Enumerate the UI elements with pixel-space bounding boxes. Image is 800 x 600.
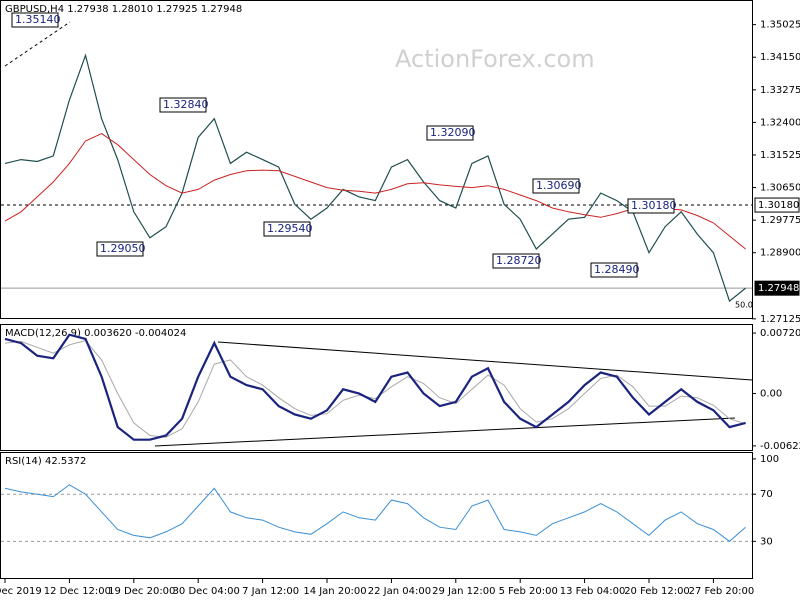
price-line-label: 1.30180	[758, 200, 799, 211]
y-tick-label: 30	[760, 536, 773, 547]
y-tick-label: 1.27125	[760, 314, 800, 325]
x-tick-label: 7 Jan 12:00	[242, 586, 299, 597]
annotation: 1.28490	[594, 263, 640, 276]
y-tick-label: 1.35025	[760, 20, 800, 31]
annotation-box	[627, 198, 675, 214]
x-tick-label: 13 Feb 04:00	[560, 586, 626, 597]
y-tick-label: 1.33275	[760, 85, 800, 96]
macd-panel	[0, 324, 753, 451]
rsi-line	[4, 484, 746, 542]
trend-line	[4, 21, 71, 67]
price-line-box	[754, 197, 800, 213]
moving-average	[4, 133, 746, 250]
x-tick-label: 5 Feb 20:00	[499, 586, 558, 597]
macd-trend-line	[217, 341, 753, 381]
y-tick-label: 1.34150	[760, 52, 800, 63]
y-tick-label: 1.32400	[760, 117, 800, 128]
y-tick-label: 70	[760, 489, 773, 500]
annotation-box	[263, 221, 311, 237]
y-tick-label: 0.007201	[760, 328, 800, 339]
price-line-label: 1.27948	[758, 283, 799, 294]
annotation: 1.35140	[15, 13, 61, 26]
annotation-box	[426, 125, 474, 141]
y-tick-label: 1.30650	[760, 183, 800, 194]
x-tick-label: 29 Jan 12:00	[432, 586, 495, 597]
x-tick-label: 5 Dec 2019	[0, 586, 42, 597]
x-tick-label: 19 Dec 20:00	[108, 586, 175, 597]
annotation-box	[159, 97, 207, 113]
annotation: 1.28720	[496, 254, 542, 267]
y-tick-label: 100	[760, 454, 779, 465]
x-tick-label: 22 Jan 04:00	[368, 586, 431, 597]
x-tick-label: 27 Feb 20:00	[689, 586, 755, 597]
annotation: 1.30690	[536, 179, 582, 192]
price-panel	[0, 0, 753, 319]
y-tick-label: 1.29775	[760, 215, 800, 226]
x-tick-label: 14 Jan 20:00	[303, 586, 366, 597]
annotation: 50.0	[735, 301, 753, 310]
annotation-box	[590, 262, 638, 278]
x-tick-label: 12 Dec 12:00	[44, 586, 111, 597]
annotation: 1.32840	[163, 98, 209, 111]
chart-title: GBPUSD,H4 1.27938 1.28010 1.27925 1.2794…	[5, 4, 242, 15]
macd-signal	[4, 340, 746, 438]
y-tick-label: 1.31525	[760, 150, 800, 161]
annotation-box	[11, 12, 59, 28]
rsi-label: RSI(14) 42.5372	[5, 456, 86, 467]
price-line-series	[4, 53, 746, 303]
y-tick-label: -0.006229	[760, 441, 800, 452]
price-line-box	[754, 280, 800, 296]
annotation: 1.30180	[631, 199, 677, 212]
y-tick-label: 1.28900	[760, 248, 800, 259]
y-tick-label: 0.00	[760, 389, 782, 400]
annotation-box	[96, 241, 144, 257]
macd-label: MACD(12,26,9) 0.003620 -0.004024	[5, 328, 186, 339]
macd-trend-line	[154, 417, 736, 447]
annotation: 1.29050	[100, 242, 146, 255]
watermark: ActionForex.com	[395, 45, 595, 73]
macd-line	[4, 333, 746, 441]
x-tick-label: 20 Feb 12:00	[624, 586, 690, 597]
annotation-box	[532, 178, 580, 194]
rsi-panel	[0, 452, 753, 579]
annotation: 1.32090	[430, 126, 476, 139]
x-tick-label: 30 Dec 04:00	[173, 586, 240, 597]
annotation-box	[492, 253, 540, 269]
annotation: 1.29540	[267, 222, 313, 235]
